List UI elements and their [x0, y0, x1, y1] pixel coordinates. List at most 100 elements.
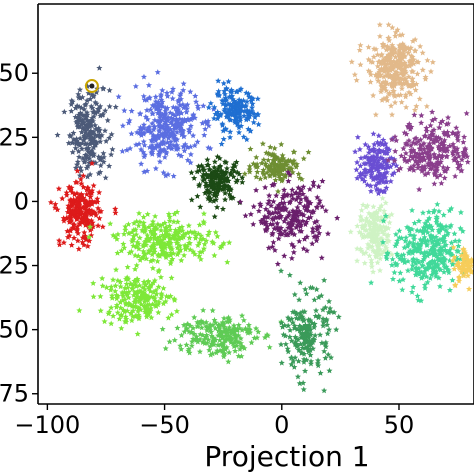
data-point: [82, 206, 89, 213]
data-point: [145, 277, 152, 284]
data-point: [126, 249, 133, 256]
data-point: [402, 93, 409, 100]
data-point: [172, 227, 179, 233]
data-point: [75, 212, 82, 219]
data-point: [163, 123, 170, 130]
data-point: [133, 231, 140, 238]
data-point: [92, 110, 99, 116]
data-point: [140, 248, 147, 254]
data-point: [427, 165, 434, 172]
data-point: [388, 58, 395, 64]
data-point: [427, 161, 434, 168]
data-point: [164, 233, 171, 239]
data-point: [77, 109, 84, 116]
data-point: [296, 296, 303, 303]
data-point: [418, 269, 425, 275]
data-point: [412, 140, 419, 147]
data-point: [409, 38, 416, 44]
data-point: [140, 213, 147, 220]
data-point: [289, 319, 296, 326]
data-point: [190, 248, 197, 255]
data-point: [446, 286, 453, 293]
data-point: [367, 182, 374, 189]
data-point: [114, 249, 121, 256]
data-point: [414, 227, 421, 234]
data-point: [461, 150, 468, 157]
data-point: [84, 243, 91, 249]
data-point: [207, 171, 214, 178]
data-point: [68, 101, 75, 108]
data-point: [317, 369, 324, 376]
data-point: [112, 282, 119, 289]
data-point: [85, 145, 92, 151]
data-point: [80, 183, 87, 190]
data-point: [157, 274, 164, 280]
data-point: [185, 347, 192, 354]
data-point: [184, 157, 191, 163]
data-point: [441, 261, 447, 268]
data-point: [208, 340, 215, 347]
data-point: [410, 60, 417, 67]
data-point: [167, 260, 174, 267]
data-point: [245, 125, 252, 132]
data-point: [208, 333, 215, 339]
data-point: [228, 330, 235, 336]
data-point: [386, 37, 393, 44]
data-point: [314, 360, 321, 367]
data-point: [151, 235, 158, 242]
data-point: [383, 160, 390, 166]
data-point: [428, 136, 435, 142]
data-point: [394, 250, 401, 257]
data-point: [205, 104, 212, 111]
data-point: [141, 278, 148, 285]
data-point: [275, 209, 282, 216]
data-point: [300, 155, 307, 162]
data-point: [292, 333, 299, 340]
data-point: [167, 252, 174, 258]
data-point: [217, 162, 224, 169]
data-point: [100, 154, 107, 160]
data-point: [452, 173, 459, 179]
data-point: [305, 348, 312, 355]
data-point: [190, 229, 197, 236]
data-point: [216, 183, 223, 190]
data-point: [204, 172, 211, 179]
data-point: [443, 263, 450, 270]
data-point: [171, 337, 178, 343]
data-point: [192, 232, 199, 239]
data-point: [452, 154, 459, 161]
data-point: [404, 267, 411, 274]
data-point: [234, 177, 241, 183]
data-point: [137, 256, 144, 263]
data-point: [80, 241, 87, 248]
data-point: [310, 182, 317, 189]
data-point: [324, 230, 331, 237]
data-point: [376, 206, 383, 213]
data-point: [86, 188, 93, 194]
data-point: [216, 173, 223, 180]
data-point: [195, 163, 202, 170]
data-point: [395, 51, 402, 57]
data-point: [158, 227, 165, 233]
data-point: [367, 71, 374, 78]
data-point: [444, 164, 451, 171]
data-point: [294, 326, 301, 332]
data-point: [463, 260, 470, 266]
data-point: [140, 93, 147, 99]
data-point: [307, 214, 314, 220]
data-point: [403, 104, 410, 110]
data-point: [365, 44, 372, 50]
data-point: [233, 159, 240, 165]
data-point: [404, 258, 411, 264]
data-point: [175, 236, 182, 242]
data-point: [70, 129, 77, 136]
data-point: [235, 107, 242, 113]
data-point: [422, 227, 429, 234]
data-point: [68, 241, 75, 248]
data-point: [68, 97, 75, 104]
data-point: [295, 358, 302, 364]
data-point: [419, 273, 426, 280]
data-point: [108, 304, 115, 311]
data-point: [422, 171, 429, 178]
data-point: [409, 78, 416, 85]
